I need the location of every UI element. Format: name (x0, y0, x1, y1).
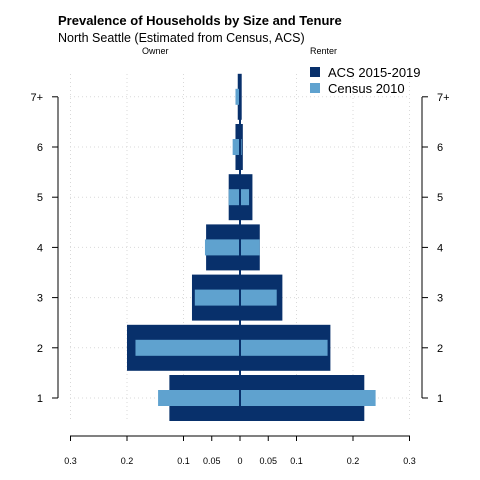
owner-label: Owner (142, 46, 169, 56)
right-y-tick-label-2: 2 (437, 343, 443, 355)
left-y-tick-label-6: 6 (37, 142, 43, 154)
bar-census-renter-2 (240, 339, 328, 356)
left-y-tick-label-5: 5 (37, 192, 43, 204)
legend-swatch-acs (310, 67, 320, 77)
x-tick-label-5: 0.05 (259, 456, 277, 466)
bar-census-owner-3 (194, 289, 240, 306)
right-y-tick-label-6: 6 (437, 142, 443, 154)
legend-label-census: Census 2010 (328, 80, 405, 96)
left-y-tick-label-2: 2 (37, 343, 43, 355)
x-tick-label-1: 0.2 (121, 456, 134, 466)
x-tick-label-6: 0.1 (290, 456, 303, 466)
legend-swatch-census (310, 83, 320, 93)
x-tick-label-8: 0.3 (403, 456, 416, 466)
legend-item-acs: ACS 2015-2019 (310, 64, 421, 80)
bar-census-owner-7+ (235, 88, 240, 105)
chart-title: Prevalence of Households by Size and Ten… (58, 13, 342, 28)
legend-label-acs: ACS 2015-2019 (328, 64, 421, 80)
bar-census-owner-2 (135, 339, 240, 356)
right-y-tick-label-3: 3 (437, 293, 443, 305)
left-y-tick-label-4: 4 (37, 242, 43, 254)
legend-item-census: Census 2010 (310, 80, 421, 96)
left-y-tick-label-1: 1 (37, 393, 43, 405)
bar-census-renter-4 (240, 239, 260, 256)
bar-census-renter-1 (240, 390, 376, 406)
legend: ACS 2015-2019 Census 2010 (310, 64, 421, 96)
bar-census-renter-5 (240, 189, 250, 206)
chart-subtitle: North Seattle (Estimated from Census, AC… (58, 31, 305, 45)
x-tick-label-4: 0 (237, 456, 242, 466)
bar-census-owner-4 (204, 239, 240, 256)
x-tick-label-3: 0.05 (203, 456, 221, 466)
right-y-tick-label-5: 5 (437, 192, 443, 204)
left-y-tick-label-3: 3 (37, 293, 43, 305)
x-tick-label-0: 0.3 (64, 456, 77, 466)
x-tick-label-2: 0.1 (177, 456, 190, 466)
right-y-tick-label-4: 4 (437, 242, 443, 254)
bar-census-renter-3 (240, 289, 277, 306)
right-y-tick-label-1: 1 (437, 393, 443, 405)
bar-census-owner-6 (232, 139, 240, 155)
right-y-tick-label-7+: 7+ (437, 92, 450, 104)
left-y-tick-label-7+: 7+ (30, 92, 43, 104)
bar-census-owner-1 (158, 390, 240, 406)
renter-label: Renter (310, 46, 338, 56)
bar-census-owner-5 (228, 189, 240, 206)
x-tick-label-7: 0.2 (347, 456, 360, 466)
